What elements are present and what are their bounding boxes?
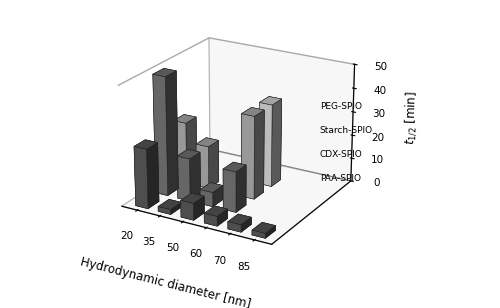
Text: Starch-SPIO: Starch-SPIO — [320, 126, 373, 135]
Text: CDX-SPIO: CDX-SPIO — [320, 150, 362, 159]
Text: PAA-SPIO: PAA-SPIO — [320, 174, 361, 183]
X-axis label: Hydrodynamic diameter [nm]: Hydrodynamic diameter [nm] — [79, 256, 252, 308]
Text: PEG-SPIO: PEG-SPIO — [320, 102, 362, 111]
